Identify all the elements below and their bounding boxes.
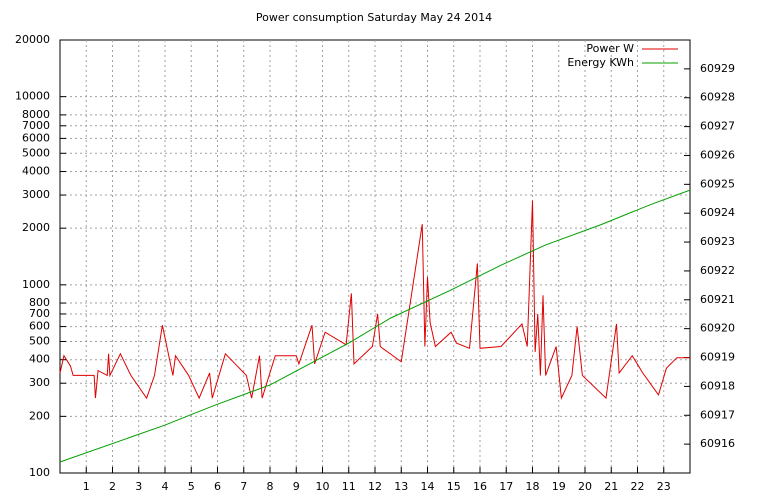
x-tick-label: 1 — [83, 480, 90, 493]
y-tick-label: 5000 — [22, 146, 50, 159]
x-tick-label: 23 — [657, 480, 671, 493]
x-tick-label: 12 — [368, 480, 382, 493]
x-tick-label: 5 — [188, 480, 195, 493]
x-tick-label: 22 — [631, 480, 645, 493]
x-tick-label: 4 — [162, 480, 169, 493]
y-tick-label: 10000 — [15, 90, 50, 103]
y2-tick-label: 60925 — [700, 177, 735, 190]
x-tick-label: 2 — [109, 480, 116, 493]
y-tick-label: 500 — [29, 334, 50, 347]
y2-tick-label: 60923 — [700, 235, 735, 248]
y-tick-label: 3000 — [22, 188, 50, 201]
legend-label: Energy KWh — [567, 56, 634, 69]
y2-tick-label: 60927 — [700, 120, 735, 133]
x-tick-label: 16 — [473, 480, 487, 493]
legend-label: Power W — [586, 42, 634, 55]
series-line — [59, 200, 690, 400]
y2-tick-label: 60926 — [700, 148, 735, 161]
y2-tick-label: 60929 — [700, 62, 735, 75]
x-tick-label: 14 — [421, 480, 435, 493]
y2-tick-label: 60918 — [700, 379, 735, 392]
y-tick-label: 6000 — [22, 131, 50, 144]
y-tick-label: 7000 — [22, 119, 50, 132]
y-tick-label: 8000 — [22, 108, 50, 121]
x-tick-label: 3 — [135, 480, 142, 493]
x-tick-label: 13 — [394, 480, 408, 493]
y2-tick-label: 60917 — [700, 408, 735, 421]
y-tick-label: 600 — [29, 320, 50, 333]
series-line — [59, 189, 691, 463]
y-tick-label: 400 — [29, 353, 50, 366]
y2-tick-label: 60922 — [700, 264, 735, 277]
x-tick-label: 11 — [342, 480, 356, 493]
y2-tick-label: 60921 — [700, 293, 735, 306]
chart-title: Power consumption Saturday May 24 2014 — [256, 11, 492, 24]
x-tick-label: 8 — [267, 480, 274, 493]
y2-tick-label: 60924 — [700, 206, 735, 219]
y-tick-label: 1000 — [22, 278, 50, 291]
x-tick-label: 9 — [293, 480, 300, 493]
y2-tick-label: 60916 — [700, 437, 735, 450]
x-tick-label: 7 — [240, 480, 247, 493]
y2-tick-label: 60920 — [700, 322, 735, 335]
x-tick-label: 20 — [578, 480, 592, 493]
x-tick-label: 17 — [499, 480, 513, 493]
y-tick-label: 100 — [29, 466, 50, 479]
y-tick-label: 800 — [29, 296, 50, 309]
x-tick-label: 10 — [316, 480, 330, 493]
y-tick-label: 20000 — [15, 33, 50, 46]
y-tick-label: 300 — [29, 376, 50, 389]
y2-tick-label: 60919 — [700, 351, 735, 364]
y-tick-label: 4000 — [22, 165, 50, 178]
y-tick-label: 200 — [29, 409, 50, 422]
y-tick-label: 700 — [29, 307, 50, 320]
y-tick-label: 2000 — [22, 221, 50, 234]
x-tick-label: 6 — [214, 480, 221, 493]
x-tick-label: 15 — [447, 480, 461, 493]
x-tick-label: 21 — [604, 480, 618, 493]
x-tick-label: 18 — [526, 480, 540, 493]
x-tick-label: 19 — [552, 480, 566, 493]
y2-tick-label: 60928 — [700, 91, 735, 104]
